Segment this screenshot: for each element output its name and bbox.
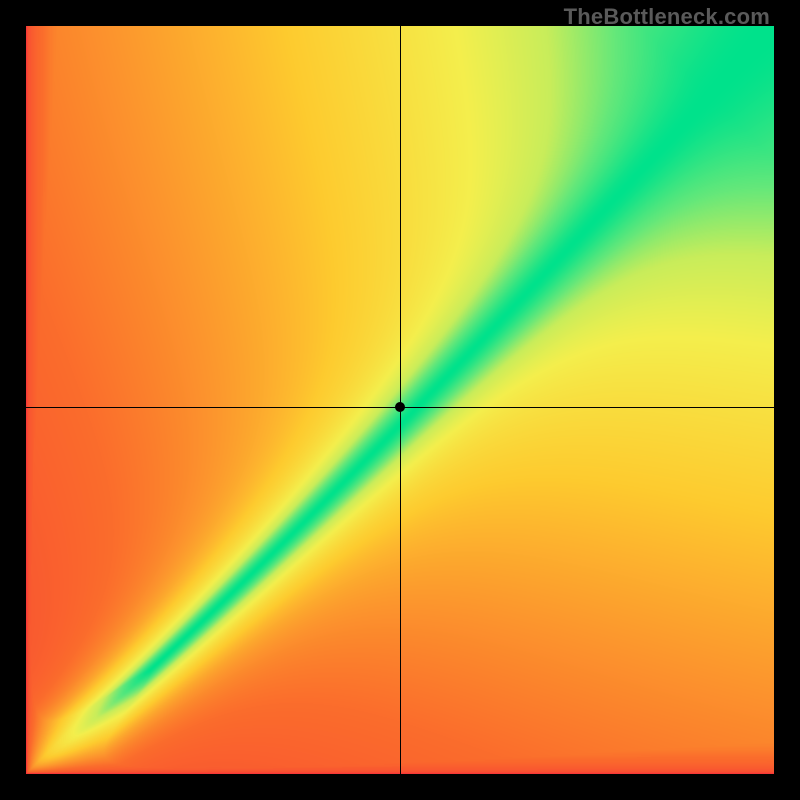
watermark-text: TheBottleneck.com (564, 4, 770, 30)
heatmap-plot (26, 26, 774, 774)
selection-marker (395, 402, 405, 412)
chart-container: TheBottleneck.com (0, 0, 800, 800)
crosshair-vertical (400, 26, 401, 774)
